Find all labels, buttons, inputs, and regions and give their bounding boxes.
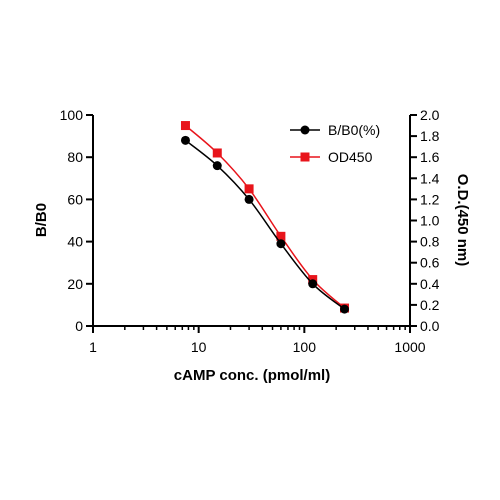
x-tick-label: 10 (191, 339, 207, 355)
y2-tick-label: 0.0 (420, 318, 440, 334)
y2-tick-label: 1.8 (420, 128, 440, 144)
data-point-circle (212, 161, 222, 171)
data-point-square (276, 231, 286, 241)
y2-axis-label: O.D.(450 nm) (454, 174, 471, 267)
y-tick-label: 0 (75, 318, 83, 334)
x-tick-label: 1 (89, 339, 97, 355)
y-tick-label: 60 (67, 191, 83, 207)
y-tick-label: 20 (67, 276, 83, 292)
data-point-square (212, 148, 222, 158)
data-point-square (180, 121, 190, 131)
y2-tick-label: 0.8 (420, 234, 440, 250)
data-point-circle (340, 304, 350, 314)
x-axis-label: cAMP conc. (pmol/ml) (174, 367, 330, 384)
y2-tick-label: 0.6 (420, 255, 440, 271)
legend-marker-circle (300, 125, 310, 135)
y-tick-label: 80 (67, 149, 83, 165)
x-tick-label: 1000 (394, 339, 425, 355)
y2-tick-label: 0.2 (420, 297, 440, 313)
legend: B/B0(%) OD450 (290, 122, 380, 165)
legend-label: B/B0(%) (328, 122, 380, 138)
data-point-square (244, 184, 254, 194)
axes: 1 10 100 1000 0 20 40 60 80 100 0.0 0.2 0.4 0.6 0.8 1.0… (60, 107, 440, 355)
y-tick-label: 40 (67, 234, 83, 250)
y2-tick-label: 1.4 (420, 170, 440, 186)
y-axis-label: B/B0 (33, 203, 50, 237)
y2-tick-label: 2.0 (420, 107, 440, 123)
data-point-circle (180, 135, 190, 145)
data-point-circle (308, 279, 318, 289)
x-tick-label: 100 (293, 339, 317, 355)
y2-tick-label: 1.2 (420, 191, 440, 207)
legend-label: OD450 (328, 149, 373, 165)
y2-tick-label: 1.6 (420, 149, 440, 165)
y2-tick-label: 0.4 (420, 276, 440, 292)
series-line (184, 124, 346, 309)
series-line (184, 139, 345, 310)
y-tick-label: 100 (60, 107, 84, 123)
y2-tick-label: 1.0 (420, 213, 440, 229)
series-layer (180, 121, 350, 314)
legend-marker-square (300, 152, 310, 162)
data-point-circle (244, 194, 254, 204)
data-point-circle (276, 239, 286, 249)
